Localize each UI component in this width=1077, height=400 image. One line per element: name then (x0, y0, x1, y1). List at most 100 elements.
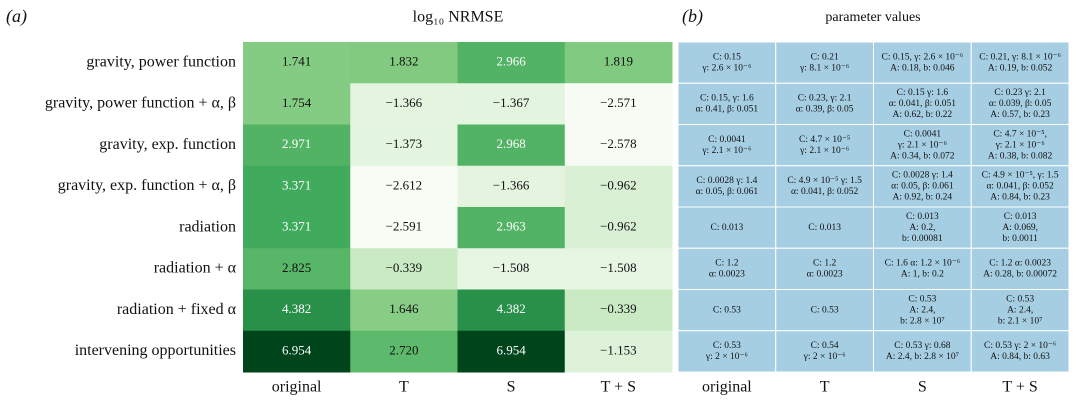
value-label: 2.825 (282, 260, 311, 275)
cell-text: C: 0.54 (811, 341, 839, 351)
row-label: gravity, exp. function + α, β (58, 177, 236, 194)
value-label: −2.591 (386, 219, 423, 234)
table-cell (677, 82, 777, 125)
cell-text: α: 0.0023 (709, 270, 745, 280)
cell-text: C: 0.53 (811, 305, 839, 315)
cell-text: C: 0.21 (811, 52, 839, 62)
cell-text: γ: 2 × 10⁻⁶ (705, 352, 748, 362)
x-tick-label: T (399, 379, 409, 396)
value-label: 1.819 (604, 54, 633, 69)
heat-cell (350, 42, 458, 84)
x-tick-label: S (507, 379, 516, 396)
table-cell (775, 247, 874, 290)
cell-text: α: 0.41, β: 0.051 (696, 105, 759, 115)
heat-cell (564, 83, 673, 125)
heat-cell (564, 330, 673, 373)
heat-cell (564, 124, 673, 167)
cell-text: A: 0.069, (1002, 223, 1038, 233)
row-label: gravity, power function + α, β (45, 95, 236, 112)
cell-text: A: 0.18, b: 0.046 (890, 63, 955, 73)
heat-cell (243, 165, 351, 208)
table-cell (970, 206, 1070, 249)
cell-text: A: 0.92, b: 0.24 (893, 193, 953, 203)
column-label: T (820, 379, 830, 396)
heat-cell (350, 165, 458, 208)
heat-cell (564, 289, 673, 332)
table-cell (873, 289, 972, 332)
cell-text: C: 4.7 × 10⁻⁵ (799, 135, 850, 145)
cell-text: α: 0.05, β: 0.061 (696, 187, 759, 197)
table-title: parameter values (825, 10, 920, 25)
value-label: 4.382 (497, 301, 526, 316)
cell-text: A: 2.4, (1007, 305, 1033, 315)
cell-text: A: 0.84, b: 0.63 (990, 352, 1050, 362)
row-label: radiation + fixed α (117, 301, 237, 318)
cell-text: C: 1.6 α: 1.2 × 10⁻⁶ (885, 259, 960, 269)
cell-text: C: 0.013 (808, 223, 841, 233)
value-label: 2.971 (282, 136, 311, 151)
cell-text: α: 0.041, β: 0.052 (791, 187, 859, 197)
cell-text: A: 0.84, b: 0.23 (990, 193, 1050, 203)
table-cell (775, 82, 874, 125)
value-label: −1.367 (493, 95, 530, 110)
value-label: 4.382 (282, 301, 311, 316)
heat-cell (243, 207, 351, 249)
cell-text: b: 2.1 × 10⁷ (998, 316, 1043, 326)
cell-text: C: 0.53 (1006, 294, 1034, 304)
heat-cell (243, 248, 351, 290)
value-label: 3.371 (282, 177, 311, 192)
value-label: −0.339 (386, 260, 423, 275)
table-cell (677, 124, 777, 167)
cell-text: γ: 2.1 × 10⁻⁶ (799, 146, 849, 156)
cell-text: C: 1.2 (715, 259, 738, 269)
heat-cell (243, 289, 351, 332)
cell-text: α: 0.039, β: 0.05 (989, 99, 1052, 109)
table-cell (873, 82, 972, 125)
value-label: 2.968 (497, 136, 526, 151)
heat-cell (350, 330, 458, 373)
table-cell (677, 165, 777, 208)
cell-text: C: 0.53 γ: 0.68 (894, 341, 950, 351)
cell-text: C: 4.9 × 10⁻⁵, γ: 1.5 (982, 171, 1059, 181)
value-label: 1.754 (282, 95, 312, 110)
value-label: 2.966 (497, 54, 527, 69)
heat-cell (243, 42, 351, 84)
cell-text: A: 0.28, b: 0.00072 (983, 270, 1057, 280)
table-cell (775, 165, 874, 208)
value-label: −1.508 (493, 260, 530, 275)
cell-text: α: 0.041, β: 0.052 (986, 182, 1054, 192)
heat-cell (350, 248, 458, 290)
table-cell (775, 289, 874, 332)
value-label: −2.612 (386, 177, 423, 192)
cell-text: C: 0.53 (713, 341, 741, 351)
cell-text: A: 0.2, (909, 223, 935, 233)
cell-text: A: 0.62, b: 0.22 (893, 110, 953, 120)
cell-text: C: 0.23, γ: 2.1 (798, 94, 852, 104)
heat-cell (457, 207, 566, 249)
value-label: 1.741 (282, 54, 311, 69)
cell-text: C: 1.2 α: 0.0023 (989, 259, 1051, 269)
row-label: gravity, exp. function (99, 136, 236, 153)
cell-text: C: 0.15, γ: 2.6 × 10⁻⁶ (882, 52, 964, 62)
cell-text: A: 0.19, b: 0.052 (988, 63, 1053, 73)
table-cell (970, 82, 1070, 125)
heat-cell (243, 330, 351, 373)
value-label: −1.366 (493, 177, 530, 192)
heat-cell (350, 207, 458, 249)
heat-cell (564, 207, 673, 249)
cell-text: A: 0.34, b: 0.072 (890, 151, 955, 161)
cell-text: C: 0.15, γ: 1.6 (700, 94, 754, 104)
heat-cell (350, 124, 458, 167)
table-cell (677, 41, 777, 84)
cell-text: C: 0.23 γ: 2.1 (994, 88, 1046, 98)
x-tick-label: original (272, 379, 322, 396)
row-label: radiation + α (154, 260, 237, 277)
value-label: −0.339 (600, 301, 637, 316)
heat-cell (564, 165, 673, 208)
heat-cell (243, 124, 351, 167)
heat-cell (457, 165, 566, 208)
cell-text: C: 0.0041 (904, 129, 942, 139)
value-label: 1.832 (389, 54, 418, 69)
cell-text: α: 0.0023 (807, 270, 843, 280)
value-label: 6.954 (497, 342, 527, 357)
